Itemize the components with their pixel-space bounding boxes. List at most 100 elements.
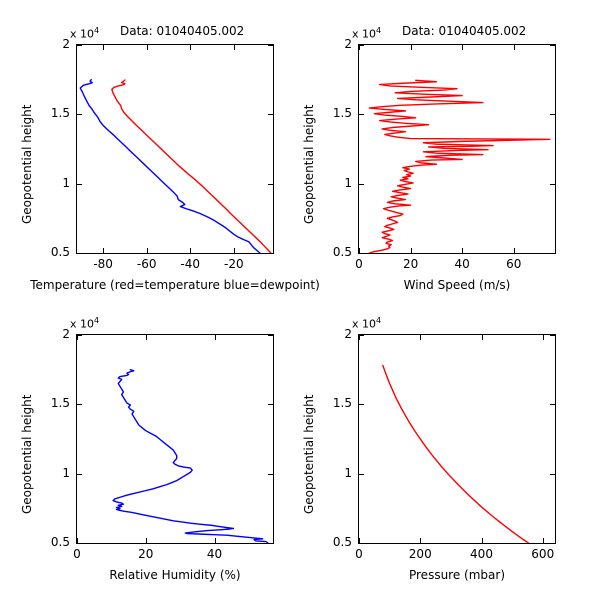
y-exponent-base: x 10	[70, 27, 95, 41]
y-exponent-pressure-profile: x 104	[352, 316, 381, 331]
yticklabel-pressure-profile-3: 2	[344, 327, 352, 341]
ytick-pressure-profile-2	[550, 404, 555, 406]
xtick-pressure-profile-3	[542, 335, 544, 340]
ytick-pressure-profile-1	[550, 473, 555, 475]
xtick-wind-speed-profile-2	[462, 45, 464, 50]
y-exponent-power: 4	[376, 26, 382, 35]
ytick-temperature-profile-3	[77, 45, 82, 46]
xtick-wind-speed-profile-3	[513, 248, 515, 253]
xticklabel-wind-speed-profile-1: 20	[402, 257, 419, 271]
xtick-pressure-profile-2	[481, 538, 483, 543]
series-dewpoint	[79, 78, 261, 253]
xlabel-wind-speed-profile: Wind Speed (m/s)	[403, 278, 511, 292]
yticklabel-temperature-profile-2: 1.5	[50, 106, 70, 121]
xtick-temperature-profile-0	[103, 45, 105, 50]
xtick-relative-humidity-profile-2	[214, 335, 216, 340]
plot-canvas-pressure-profile	[382, 364, 530, 543]
xticklabel-pressure-profile-2: 400	[470, 547, 493, 561]
xticklabel-temperature-profile-0: -80	[93, 257, 113, 271]
ytick-temperature-profile-2	[77, 114, 82, 116]
ytick-wind-speed-profile-0	[550, 253, 555, 254]
ytick-temperature-profile-0	[77, 253, 82, 254]
xtick-temperature-profile-2	[190, 45, 192, 50]
xtick-wind-speed-profile-0	[359, 248, 360, 253]
ytick-temperature-profile-1	[77, 183, 82, 185]
xtick-wind-speed-profile-3	[513, 45, 515, 50]
ytick-temperature-profile-2	[268, 114, 273, 116]
ytick-relative-humidity-profile-1	[77, 473, 82, 475]
y-exponent-wind-speed-profile: x 104	[352, 26, 381, 41]
xtick-pressure-profile-0	[359, 335, 360, 340]
title-temperature-profile: Data: 01040405.002	[120, 24, 245, 38]
ytick-wind-speed-profile-1	[359, 183, 364, 185]
xtick-temperature-profile-0	[103, 248, 105, 253]
xtick-wind-speed-profile-2	[462, 248, 464, 253]
plot-canvas-wind-speed-profile	[368, 79, 551, 253]
yticklabel-temperature-profile-0: 0.5	[50, 245, 70, 259]
ytick-temperature-profile-0	[268, 253, 273, 254]
ytick-pressure-profile-3	[359, 335, 364, 336]
xticklabel-pressure-profile-3: 600	[531, 547, 555, 561]
y-exponent-base: x 10	[70, 317, 95, 331]
xticklabel-relative-humidity-profile-2: 40	[206, 547, 223, 561]
xlabel-pressure-profile: Pressure (mbar)	[408, 568, 505, 582]
xtick-temperature-profile-1	[146, 248, 148, 253]
xtick-pressure-profile-2	[481, 335, 483, 340]
xticklabel-temperature-profile-2: -40	[180, 257, 201, 271]
xtick-relative-humidity-profile-2	[214, 538, 216, 543]
ytick-wind-speed-profile-1	[550, 183, 555, 185]
ytick-temperature-profile-3	[268, 45, 273, 46]
yticklabel-wind-speed-profile-3: 2	[344, 37, 352, 51]
yticklabel-relative-humidity-profile-0: 0.5	[50, 535, 70, 549]
xtick-relative-humidity-profile-1	[145, 335, 147, 340]
y-exponent-temperature-profile: x 104	[70, 26, 99, 41]
ytick-pressure-profile-0	[550, 543, 555, 544]
ytick-wind-speed-profile-2	[359, 114, 364, 116]
yticklabel-temperature-profile-3: 2	[62, 37, 70, 51]
xtick-wind-speed-profile-1	[410, 248, 412, 253]
xtick-temperature-profile-1	[146, 45, 148, 50]
yticklabel-wind-speed-profile-1: 1	[344, 175, 352, 190]
ytick-wind-speed-profile-2	[550, 114, 555, 116]
ytick-wind-speed-profile-3	[359, 45, 364, 46]
xtick-pressure-profile-1	[420, 538, 422, 543]
ytick-temperature-profile-1	[268, 183, 273, 185]
xtick-temperature-profile-3	[233, 248, 235, 253]
axes-relative-humidity-profile	[76, 334, 274, 544]
ytick-relative-humidity-profile-3	[268, 335, 273, 336]
xtick-temperature-profile-3	[233, 45, 235, 50]
ytick-pressure-profile-3	[550, 335, 555, 336]
yticklabel-relative-humidity-profile-3: 2	[62, 327, 70, 341]
axes-wind-speed-profile	[358, 44, 556, 254]
xtick-wind-speed-profile-0	[359, 45, 360, 50]
xtick-relative-humidity-profile-0	[77, 538, 78, 543]
ylabel-pressure-profile: Geopotential height	[302, 394, 316, 514]
ytick-pressure-profile-2	[359, 404, 364, 406]
xticklabel-pressure-profile-0: 0	[355, 547, 363, 561]
xticklabel-wind-speed-profile-0: 0	[355, 257, 363, 271]
yticklabel-temperature-profile-1: 1	[62, 175, 70, 190]
yticklabel-relative-humidity-profile-1: 1	[62, 465, 70, 480]
xticklabel-wind-speed-profile-3: 60	[506, 257, 522, 271]
xticklabel-pressure-profile-1: 200	[408, 547, 432, 561]
yticklabel-pressure-profile-0: 0.5	[332, 535, 352, 549]
xlabel-relative-humidity-profile: Relative Humidity (%)	[109, 568, 241, 582]
ytick-pressure-profile-0	[359, 543, 364, 544]
yticklabel-wind-speed-profile-0: 0.5	[332, 245, 352, 259]
xtick-wind-speed-profile-1	[410, 45, 412, 50]
yticklabel-relative-humidity-profile-2: 1.5	[50, 396, 70, 411]
ytick-wind-speed-profile-0	[359, 253, 364, 254]
axes-temperature-profile	[76, 44, 274, 254]
y-exponent-power: 4	[94, 26, 100, 35]
xtick-relative-humidity-profile-1	[145, 538, 147, 543]
xtick-pressure-profile-3	[542, 538, 544, 543]
title-wind-speed-profile: Data: 01040405.002	[402, 24, 527, 38]
plot-canvas-temperature-profile	[79, 78, 272, 253]
y-exponent-base: x 10	[352, 317, 377, 331]
xtick-temperature-profile-2	[190, 248, 192, 253]
